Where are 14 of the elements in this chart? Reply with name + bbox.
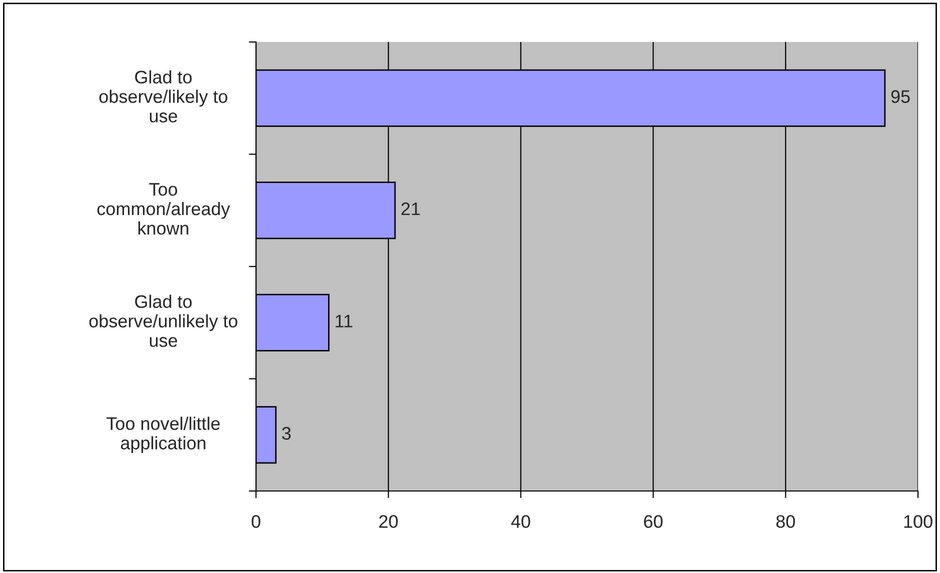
x-tick-label: 40	[511, 515, 530, 528]
x-tick-label: 80	[776, 515, 795, 528]
y-tick-label: Too novel/little application	[106, 416, 220, 454]
y-tick-label: Glad to observe/unlikely to use	[89, 294, 238, 347]
y-tick-label: Glad to observe/likely to use	[99, 70, 228, 122]
data-label: 3	[282, 426, 291, 440]
x-tick-label: 60	[644, 515, 663, 528]
data-label: 21	[401, 202, 420, 216]
data-label: 11	[336, 314, 352, 328]
data-label: 95	[891, 90, 910, 103]
x-tick-label: 0	[252, 515, 260, 528]
y-tick-label: Too common/already known	[97, 183, 230, 235]
x-tick-label: 100	[904, 515, 932, 528]
x-tick-label: 20	[379, 515, 398, 528]
